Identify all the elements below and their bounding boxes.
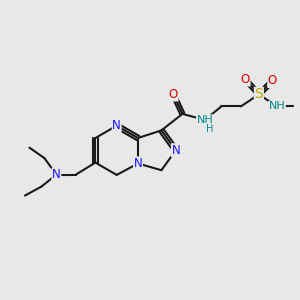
- Text: NH: NH: [196, 115, 213, 125]
- Text: O: O: [241, 73, 250, 86]
- Text: N: N: [52, 168, 61, 181]
- Text: O: O: [268, 74, 277, 87]
- Text: S: S: [254, 87, 263, 101]
- Text: H: H: [206, 124, 213, 134]
- Text: N: N: [112, 119, 121, 132]
- Text: NH: NH: [268, 101, 285, 111]
- Text: N: N: [134, 157, 142, 170]
- Text: N: N: [172, 144, 180, 157]
- Text: O: O: [169, 88, 178, 101]
